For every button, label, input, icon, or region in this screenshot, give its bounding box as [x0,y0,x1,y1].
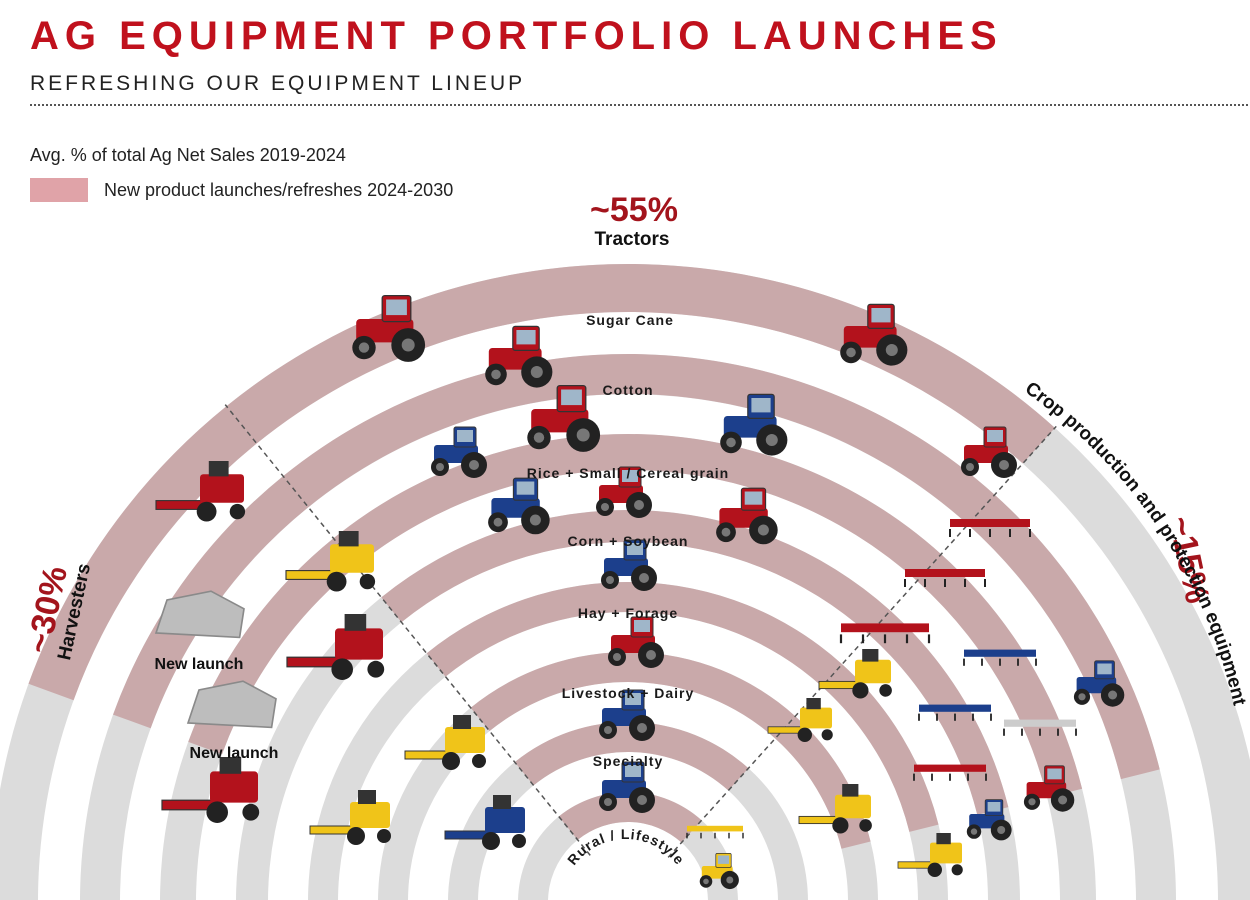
ring-band-highlight [967,494,1160,780]
equipment-icons [154,294,1125,890]
combine-harvester-icon [309,790,391,845]
legend-item: New product launches/refreshes 2024-2030 [30,178,453,202]
tractor-icon [599,689,655,741]
legend-swatch [30,178,88,202]
tractor-icon [431,426,487,478]
tractor-icon [485,325,553,388]
tractors-label: Tractors [595,229,670,250]
combine-harvester-icon [161,757,260,823]
ring-band-highlight [426,582,843,687]
ring-label-sugar-cane: Sugar Cane [586,312,674,328]
new-launch-placeholder-icon [154,590,245,639]
combine-harvester-icon [897,833,963,877]
ring-band-highlight [917,554,1083,798]
combine-harvester-icon [444,795,526,850]
new-launch-placeholder-icon [186,680,277,729]
combine-harvester-icon [767,698,833,742]
ring-band-highlight [558,792,702,843]
ring-label-corn-soybean: Corn + Soybean [568,533,689,549]
ring-label-livestock-dairy: Livestock + Dairy [562,685,695,701]
tractor-icon [1073,660,1125,707]
ring-band-highlight [470,652,796,739]
ring-label-rice-cereal: Rice + Small / Cereal grain [527,465,729,481]
implement-icon [913,764,987,781]
tractor-icon [488,477,550,535]
tractors-percent: ~55% [590,191,678,229]
page-title: AG EQUIPMENT PORTFOLIO LAUNCHES [30,14,1003,58]
page-subtitle: REFRESHING OUR EQUIPMENT LINEUP [30,72,526,95]
ring-band-highlight [226,264,1055,464]
tractor-icon [720,393,788,456]
tractor-icon [1023,765,1075,812]
combine-harvester-icon [798,784,872,834]
new-launch-label: New launch [155,656,244,673]
legend-heading: Avg. % of total Ag Net Sales 2019-2024 [30,145,346,165]
ring-label-specialty: Specialty [593,753,663,769]
ring-band-highlight [868,610,1009,815]
combine-harvester-icon [404,715,486,770]
ring-band-highlight [822,664,939,832]
implement-icon [839,623,931,644]
implement-icon [904,569,986,587]
sector-divider [224,404,591,856]
combine-harvester-icon [155,461,246,522]
tractor-icon [596,466,652,518]
implement-icon [949,519,1031,537]
ring-band-highlight [28,406,257,701]
tractor-icon [599,761,655,813]
new-launch-label: New launch [190,745,279,762]
dotted-divider [30,104,1248,106]
tractor-icon [966,799,1012,841]
combine-harvester-icon [286,614,385,680]
tractor-icon [601,539,657,591]
tractor-icon [527,384,601,452]
ring-band-highlight [514,722,749,791]
tractor-icon [699,853,739,890]
implement-icon [918,704,992,721]
tractor-icon [608,616,664,668]
implement-icon [1003,719,1077,736]
tractor-icon [352,294,426,362]
implement-icon [963,649,1037,666]
tractor-icon [961,426,1017,478]
ring-label-hay-forage: Hay + Forage [578,605,678,621]
ring-label-cotton: Cotton [602,382,653,398]
tractor-icon [716,487,778,545]
tractor-icon [840,303,908,366]
implement-icon [686,825,744,839]
combine-harvester-icon [285,531,376,592]
legend-label: New product launches/refreshes 2024-2030 [104,179,454,200]
ring-band-highlight [283,354,995,525]
combine-harvester-icon [818,649,892,699]
